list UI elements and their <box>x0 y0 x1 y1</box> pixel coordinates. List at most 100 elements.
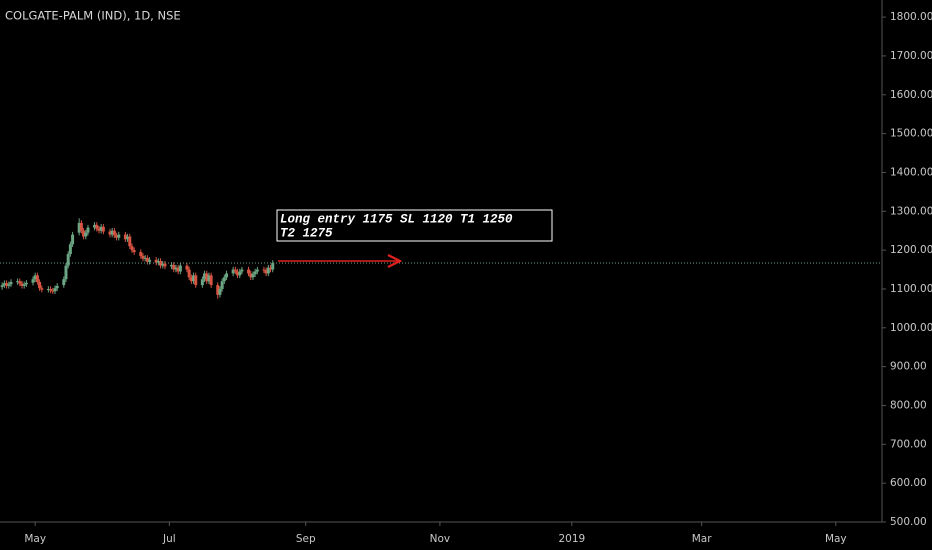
candle-body <box>7 284 11 286</box>
candle-body <box>251 274 255 278</box>
candle-body <box>247 269 251 274</box>
candle-body <box>231 269 235 274</box>
candle-body <box>95 224 99 229</box>
candle-body <box>71 234 75 245</box>
candle-body <box>170 264 174 267</box>
candle-body <box>46 288 50 290</box>
candle-body <box>53 288 57 292</box>
candle-body <box>97 228 101 231</box>
candle-body <box>255 269 259 272</box>
candle-body <box>145 257 149 262</box>
y-tick-label: 700.00 <box>890 438 927 450</box>
x-tick-label: Sep <box>296 533 316 545</box>
candle-body <box>128 236 132 247</box>
x-tick-label: May <box>825 533 847 545</box>
y-tick-label: 1500.00 <box>890 128 932 140</box>
y-tick-label: 600.00 <box>890 477 927 489</box>
y-tick-label: 1300.00 <box>890 205 932 217</box>
candle-body <box>156 261 160 263</box>
y-tick-label: 1200.00 <box>890 244 932 256</box>
y-tick-label: 1600.00 <box>890 89 932 101</box>
y-tick-label: 1700.00 <box>890 50 932 62</box>
candle-body <box>148 259 152 262</box>
candle-body <box>174 267 178 270</box>
x-tick-label: 2019 <box>559 533 586 545</box>
candle-body <box>99 226 103 231</box>
candle-body <box>178 265 182 272</box>
candle-body <box>20 283 24 286</box>
y-tick-label: 500.00 <box>890 516 927 528</box>
candle-body <box>33 275 37 280</box>
candle-body <box>84 232 88 237</box>
y-tick-label: 900.00 <box>890 361 927 373</box>
candle-body <box>112 230 116 236</box>
y-tick-label: 1800.00 <box>890 11 932 23</box>
candle-body <box>222 277 226 282</box>
candle-body <box>161 263 165 266</box>
y-tick-label: 1400.00 <box>890 166 932 178</box>
y-tick-label: 1100.00 <box>890 283 932 295</box>
annotation-text: Long entry 1175 SL 1120 T1 1250 <box>280 212 513 226</box>
candle-body <box>110 230 114 235</box>
candle-body <box>5 283 9 286</box>
candle-body <box>66 254 70 266</box>
candle-body <box>77 222 81 233</box>
candle-body <box>200 279 204 286</box>
candle-body <box>132 250 136 253</box>
candle-body <box>40 288 44 290</box>
candle-body <box>108 231 112 235</box>
candle-body <box>154 259 158 263</box>
candle-body <box>220 281 224 289</box>
candle-body <box>22 284 26 286</box>
candle-body <box>126 236 130 240</box>
candle-body <box>130 246 134 251</box>
candle-body <box>264 270 268 274</box>
annotation-text: T2 1275 <box>280 226 333 240</box>
candle-body <box>68 244 72 255</box>
candle-body <box>207 275 211 282</box>
candle-body <box>79 222 83 231</box>
candle-body <box>185 265 189 270</box>
candle-body <box>194 275 198 286</box>
candle-body <box>209 275 213 286</box>
candle-body <box>9 281 13 285</box>
candle-body <box>253 271 257 275</box>
candle-body <box>101 226 105 232</box>
candle-body <box>192 275 196 282</box>
candle-body <box>233 269 237 272</box>
candle-body <box>176 267 180 272</box>
annotation-box <box>276 209 553 242</box>
candle-body <box>271 262 275 270</box>
x-tick-label: Mar <box>692 533 712 545</box>
candle-body <box>82 230 86 237</box>
candle-body <box>163 263 167 267</box>
candle-body <box>115 235 119 238</box>
candle-body <box>269 267 273 270</box>
candle-body <box>203 273 207 280</box>
candle-body <box>187 269 191 278</box>
candle-body <box>189 277 193 282</box>
candle-body <box>218 288 222 295</box>
x-tick-label: Nov <box>430 533 451 545</box>
candle-body <box>139 252 143 256</box>
candle-body <box>159 261 163 266</box>
candle-body <box>2 283 6 286</box>
candle-body <box>172 264 176 270</box>
candle-body <box>216 285 220 295</box>
candle-body <box>249 273 253 278</box>
candle-body <box>18 281 22 284</box>
candle-body <box>62 279 66 286</box>
candle-body <box>262 269 266 271</box>
candle-body <box>24 282 28 285</box>
candle-body <box>123 234 127 240</box>
candle-body <box>141 255 145 259</box>
candle-body <box>35 275 39 282</box>
y-tick-label: 1000.00 <box>890 322 932 334</box>
candle-body <box>0 285 4 288</box>
candle-body <box>86 227 90 233</box>
candle-body <box>49 288 53 291</box>
candle-body <box>51 290 55 292</box>
candle-body <box>38 281 42 289</box>
candle-body <box>117 234 121 238</box>
